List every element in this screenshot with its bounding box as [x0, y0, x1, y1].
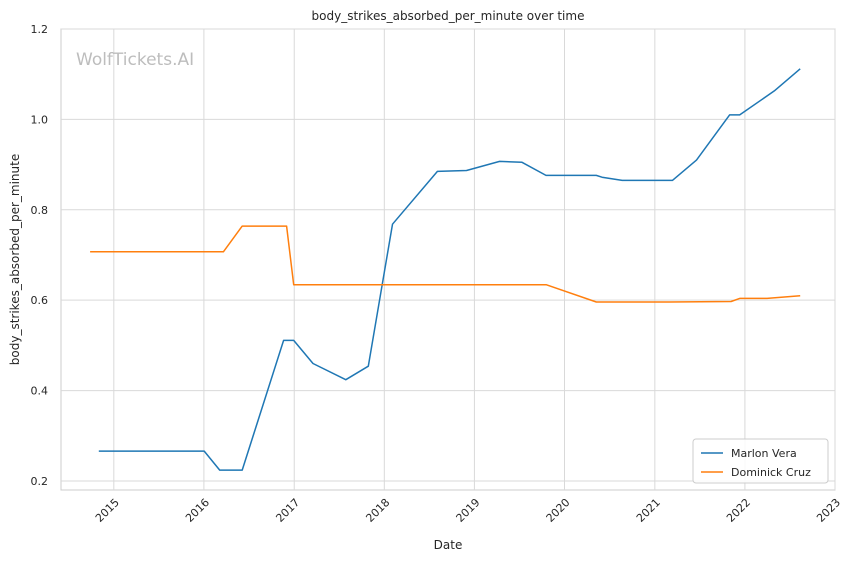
- x-tick-label: 2018: [363, 496, 392, 525]
- y-tick-label: 0.4: [31, 385, 49, 398]
- x-tick-label: 2019: [454, 496, 483, 525]
- x-tick-label: 2015: [93, 496, 122, 525]
- y-tick-label: 1.2: [31, 23, 49, 36]
- x-tick-labels: 2015 2016 2017 2018 2019 2020 2021 2022 2023: [93, 496, 843, 525]
- plot-area: [60, 28, 836, 491]
- series-line-1: [90, 225, 801, 303]
- y-tick-label: 0.8: [31, 204, 49, 217]
- x-tick-label: 2021: [634, 496, 663, 525]
- x-tick-label: 2022: [724, 496, 753, 525]
- y-tick-label: 0.2: [31, 475, 49, 488]
- legend-label-0: Marlon Vera: [731, 447, 797, 460]
- x-tick-label: 2017: [273, 496, 302, 525]
- x-axis-label: Date: [434, 538, 463, 552]
- series-lines: [90, 68, 801, 471]
- y-tick-label: 1.0: [31, 113, 49, 126]
- chart-title: body_strikes_absorbed_per_minute over ti…: [312, 9, 585, 23]
- y-tick-labels: 0.2 0.4 0.6 0.8 1.0 1.2: [31, 23, 49, 488]
- y-tick-label: 0.6: [31, 294, 49, 307]
- x-tick-label: 2023: [814, 496, 843, 525]
- x-tick-label: 2016: [183, 496, 212, 525]
- watermark-text: WolfTickets.AI: [76, 50, 194, 70]
- legend: Marlon Vera Dominick Cruz: [692, 438, 829, 484]
- y-axis-label: body_strikes_absorbed_per_minute: [8, 154, 22, 365]
- x-tick-label: 2020: [544, 496, 573, 525]
- legend-box: [692, 438, 829, 484]
- legend-label-1: Dominick Cruz: [731, 466, 811, 479]
- series-line-0: [98, 68, 801, 471]
